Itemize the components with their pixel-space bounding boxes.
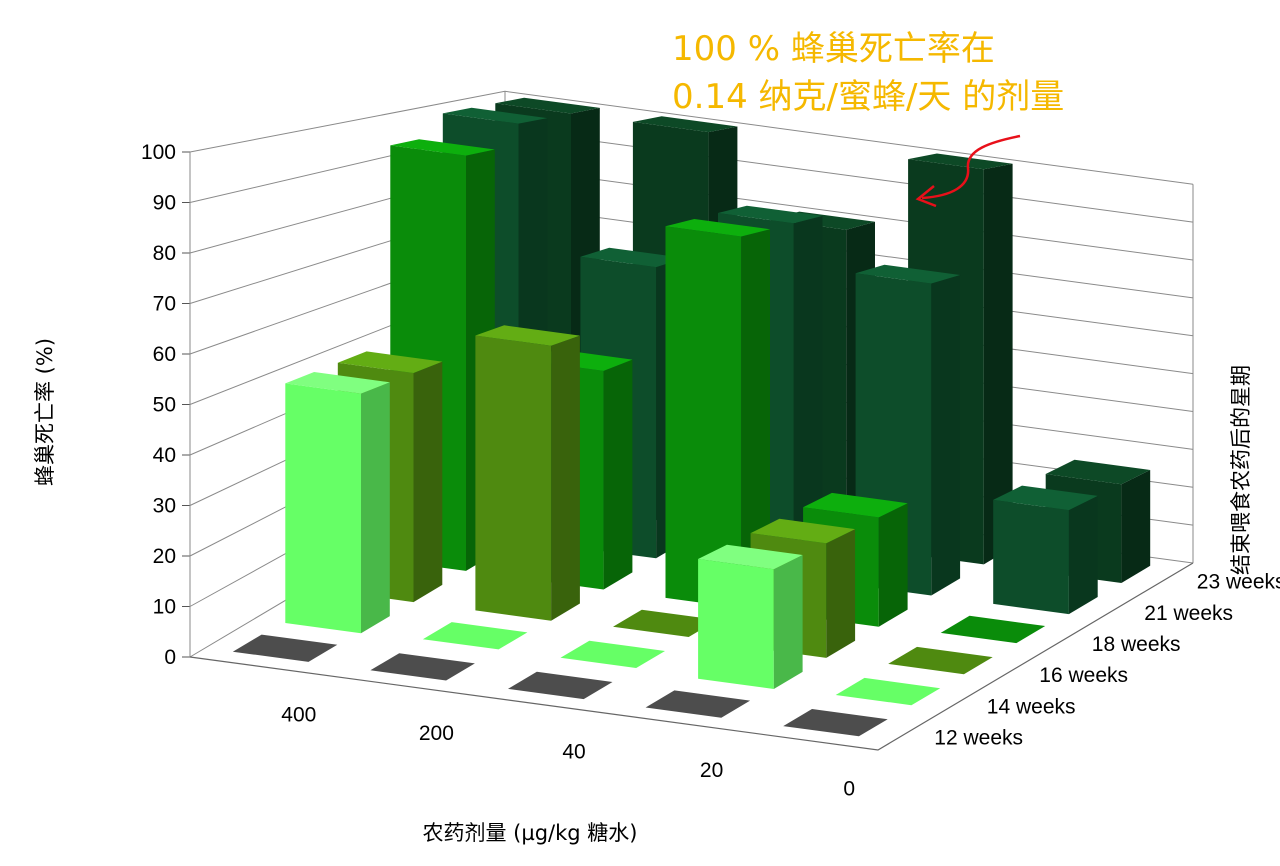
bar: [475, 325, 580, 621]
bar: [888, 646, 993, 675]
bar: [508, 671, 613, 700]
y-tick-label: 40: [153, 444, 176, 467]
series-label: 14 weeks: [987, 695, 1076, 718]
category-label: 200: [419, 722, 454, 745]
bar: [285, 372, 390, 634]
bar-base: [888, 646, 993, 675]
bar-top: [580, 247, 685, 268]
bar-top: [803, 492, 908, 518]
annotation-line-2: 0.14 纳克/蜜蜂/天 的剂量: [672, 77, 1064, 117]
series-label: 21 weeks: [1144, 602, 1233, 625]
bar-top: [665, 219, 770, 237]
bar-top: [698, 544, 803, 570]
bar-side: [793, 215, 823, 577]
bar: [232, 634, 338, 662]
annotation-line-1: 100 % 蜂巢死亡率在: [672, 29, 995, 69]
y-tick-label: 60: [153, 343, 176, 366]
bar-side: [1121, 470, 1151, 583]
bar-side: [983, 163, 1013, 565]
y-tick-label: 70: [153, 293, 176, 316]
annotation-arrowhead: [915, 185, 937, 208]
bar-top: [442, 107, 548, 124]
bar: [993, 485, 1098, 615]
bar: [645, 690, 751, 718]
bar-top: [495, 97, 600, 114]
bar-base: [940, 615, 1046, 644]
bar-base: [835, 677, 941, 706]
series-label: 16 weeks: [1039, 664, 1128, 687]
bar-side: [413, 361, 443, 603]
bar-side: [931, 275, 961, 596]
bar-front: [698, 559, 774, 689]
bar-top: [855, 264, 961, 284]
bar: [370, 653, 475, 681]
y-tick-label: 100: [141, 141, 176, 164]
bar-side: [773, 555, 803, 689]
bar-side: [826, 529, 856, 658]
annotation-arrow: [921, 134, 1021, 200]
bar-side: [1068, 495, 1098, 615]
bar-base: [508, 671, 613, 700]
bar-side: [361, 382, 390, 634]
y-tick-label: 0: [164, 646, 176, 669]
bar-base: [560, 640, 665, 668]
y-tick-label: 10: [153, 596, 176, 619]
y-axis-label: 蜂巢死亡率 (%): [33, 338, 57, 486]
bar-top: [1045, 459, 1151, 485]
bar: [560, 640, 665, 668]
series-label: 18 weeks: [1092, 633, 1181, 656]
y-tick-label: 80: [153, 242, 176, 265]
bar: [422, 622, 528, 650]
category-label: 0: [843, 778, 855, 801]
bar-top: [475, 325, 580, 346]
bar-top: [718, 205, 823, 224]
bar-base: [613, 609, 718, 637]
bar: [783, 709, 888, 737]
bar-base: [422, 622, 528, 650]
bar-top: [337, 351, 443, 373]
y-tick-label: 20: [153, 545, 176, 568]
bar: [698, 544, 803, 689]
category-label: 400: [281, 703, 316, 726]
category-label: 40: [562, 741, 585, 764]
y-tick-label: 50: [153, 394, 176, 417]
bar-top: [993, 485, 1098, 511]
bar-top: [750, 518, 856, 544]
bar-base: [783, 709, 888, 737]
x-axis-label: 农药剂量 (µg/kg 糖水): [423, 821, 638, 845]
bar: [835, 677, 941, 706]
bar: [940, 615, 1046, 644]
series-label: 12 weeks: [934, 726, 1023, 749]
bar-base: [645, 690, 751, 718]
bar-front: [285, 383, 361, 634]
bar: [665, 219, 770, 609]
bar-top: [390, 139, 495, 156]
y-tick-label: 90: [153, 192, 176, 215]
bar-side: [741, 229, 770, 609]
category-label: 20: [700, 759, 723, 782]
series-label: 23 weeks: [1197, 571, 1280, 594]
bar-front: [475, 335, 552, 621]
y-tick-label: 30: [153, 495, 176, 518]
bar: [613, 609, 718, 637]
z-axis-label: 结束喂食农药后的星期: [1229, 365, 1253, 575]
bar-top: [632, 116, 738, 133]
bar-front: [665, 226, 742, 609]
bar-base: [370, 653, 475, 681]
bar-side: [878, 503, 908, 627]
bar-base: [232, 634, 338, 662]
bar-front: [993, 499, 1069, 615]
bar-side: [551, 335, 580, 621]
chart-bars: [232, 97, 1151, 737]
floor-edge: [189, 562, 1194, 751]
bar-top: [908, 153, 1013, 170]
bar-top: [285, 372, 390, 394]
bar-side: [603, 359, 633, 590]
